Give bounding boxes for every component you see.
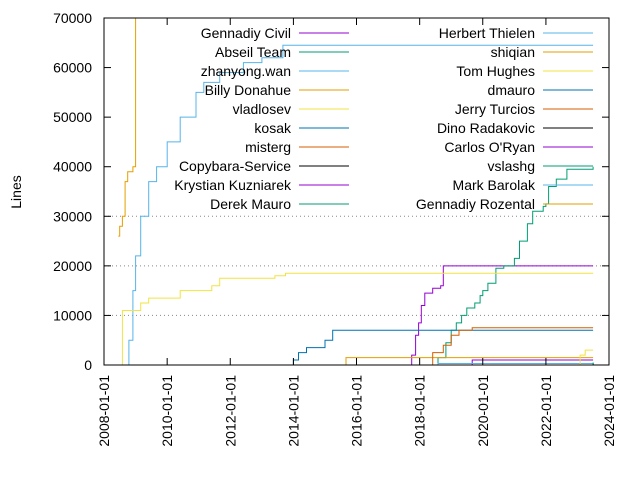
series-line (419, 327, 594, 366)
x-tick-label: 2010-01-01 (159, 375, 175, 447)
legend-label: Copybara-Service (179, 158, 291, 174)
y-tick-label: 60000 (53, 60, 92, 76)
legend-label: Gennadiy Rozental (416, 196, 535, 212)
legend-label: misterg (245, 139, 291, 155)
legend-label: Mark Barolak (453, 177, 536, 193)
x-tick-label: 2014-01-01 (285, 375, 301, 447)
y-tick-label: 0 (84, 357, 92, 373)
y-tick-label: 70000 (53, 10, 92, 26)
legend-label: kosak (254, 120, 292, 136)
legend-label: Herbert Thielen (439, 25, 535, 41)
y-tick-label: 30000 (53, 208, 92, 224)
legend: Gennadiy Civil Abseil Team zhanyong.wan Bil… (174, 25, 593, 212)
x-tick-label: 2016-01-01 (349, 375, 365, 447)
y-tick-label: 40000 (53, 159, 92, 175)
legend-label: Derek Mauro (210, 196, 291, 212)
legend-label: dmauro (488, 82, 536, 98)
x-tick-label: 2012-01-01 (222, 375, 238, 447)
legend-label: Krystian Kuzniarek (174, 177, 292, 193)
series-line (119, 272, 594, 366)
legend-label: vladlosev (233, 101, 291, 117)
x-tick-label: 2022-01-01 (538, 375, 554, 447)
series-line (125, 44, 594, 366)
legend-label: Abseil Team (215, 44, 291, 60)
legend-label: Gennadiy Civil (201, 25, 291, 41)
series-line (409, 265, 594, 366)
legend-label: Tom Hughes (456, 63, 535, 79)
legend-label: Dino Radakovic (437, 120, 535, 136)
x-tick-label: 2018-01-01 (412, 375, 428, 447)
series-line (466, 359, 594, 366)
x-tick-label: 2024-01-01 (601, 375, 617, 447)
legend-label: Billy Donahue (205, 82, 292, 98)
series-line (118, 17, 594, 237)
legend-label: zhanyong.wan (201, 63, 291, 79)
legend-label: Jerry Turcios (455, 101, 535, 117)
legend-label: Carlos O'Ryan (444, 139, 535, 155)
x-tick-label: 2008-01-01 (96, 375, 112, 447)
legend-label: shiqian (491, 44, 535, 60)
y-tick-label: 50000 (53, 109, 92, 125)
y-tick-label: 20000 (53, 258, 92, 274)
x-tick-label: 2020-01-01 (475, 375, 491, 447)
axis-ticks: 0 10000 20000 30000 40000 50000 60000 70000 2008… (53, 10, 617, 447)
y-tick-label: 10000 (53, 307, 92, 323)
y-axis-label: Lines (8, 175, 24, 208)
legend-label: vslashg (488, 158, 535, 174)
